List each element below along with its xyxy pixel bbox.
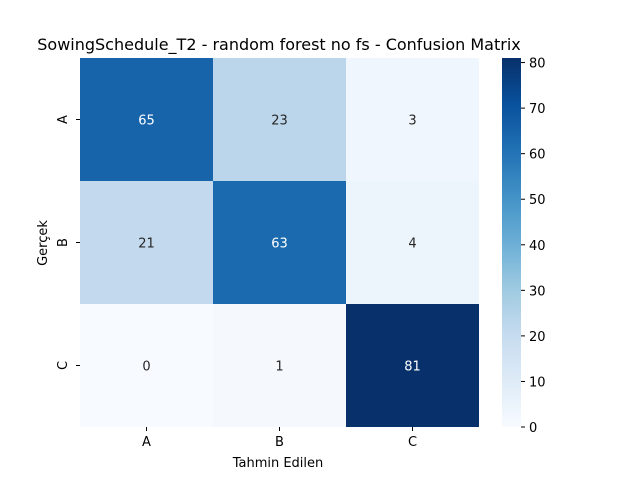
- x-tick-label-A: A: [142, 435, 151, 450]
- colorbar-tick-label-40: 40: [529, 239, 546, 254]
- chart-title: SowingSchedule_T2 - random forest no fs …: [37, 35, 521, 55]
- cell-value-1-0: 21: [138, 237, 155, 252]
- cell-value-1-2: 4: [408, 237, 416, 252]
- cell-annotations: 65 23 3 21 63 4 0 1 81: [138, 114, 421, 375]
- heatmap-cell-0-1: [213, 58, 346, 181]
- heatmap-cell-1-1: [213, 181, 346, 304]
- cell-value-2-0: 0: [142, 360, 150, 375]
- cell-value-1-1: 63: [271, 237, 288, 252]
- x-axis-label: Tahmin Edilen: [232, 456, 324, 471]
- heatmap-cell-0-0: [80, 58, 213, 181]
- heatmap-cell-0-2: [346, 58, 479, 181]
- colorbar-tick-label-30: 30: [529, 284, 546, 299]
- x-tick-label-C: C: [408, 435, 417, 450]
- colorbar-ticks: 0 10 20 30 40 50 60 70 80: [521, 57, 546, 436]
- y-axis-label: Gerçek: [36, 220, 51, 266]
- cell-value-0-2: 3: [408, 114, 416, 129]
- y-tick-label-A: A: [56, 115, 71, 124]
- colorbar-tick-label-60: 60: [529, 148, 546, 163]
- cell-value-0-1: 23: [271, 114, 288, 129]
- cell-value-0-0: 65: [138, 114, 155, 129]
- heatmap-cell-1-2: [346, 181, 479, 304]
- heatmap-cells: [80, 58, 479, 427]
- colorbar-tick-label-0: 0: [529, 421, 537, 436]
- heatmap-cell-1-0: [80, 181, 213, 304]
- heatmap-cell-2-2: [346, 304, 479, 427]
- colorbar-tick-label-20: 20: [529, 330, 546, 345]
- colorbar-tick-label-80: 80: [529, 57, 546, 72]
- y-axis: A B C: [56, 115, 80, 370]
- colorbar: [502, 58, 521, 427]
- colorbar-tick-label-50: 50: [529, 193, 546, 208]
- colorbar-tick-label-10: 10: [529, 375, 546, 390]
- colorbar-tick-label-70: 70: [529, 102, 546, 117]
- heatmap-cell-2-1: [213, 304, 346, 427]
- heatmap-cell-2-0: [80, 304, 213, 427]
- cell-value-2-1: 1: [275, 360, 283, 375]
- cell-value-2-2: 81: [404, 360, 421, 375]
- y-tick-label-B: B: [56, 238, 71, 247]
- x-tick-label-B: B: [275, 435, 284, 450]
- x-axis: A B C: [142, 427, 417, 450]
- y-tick-label-C: C: [56, 361, 71, 370]
